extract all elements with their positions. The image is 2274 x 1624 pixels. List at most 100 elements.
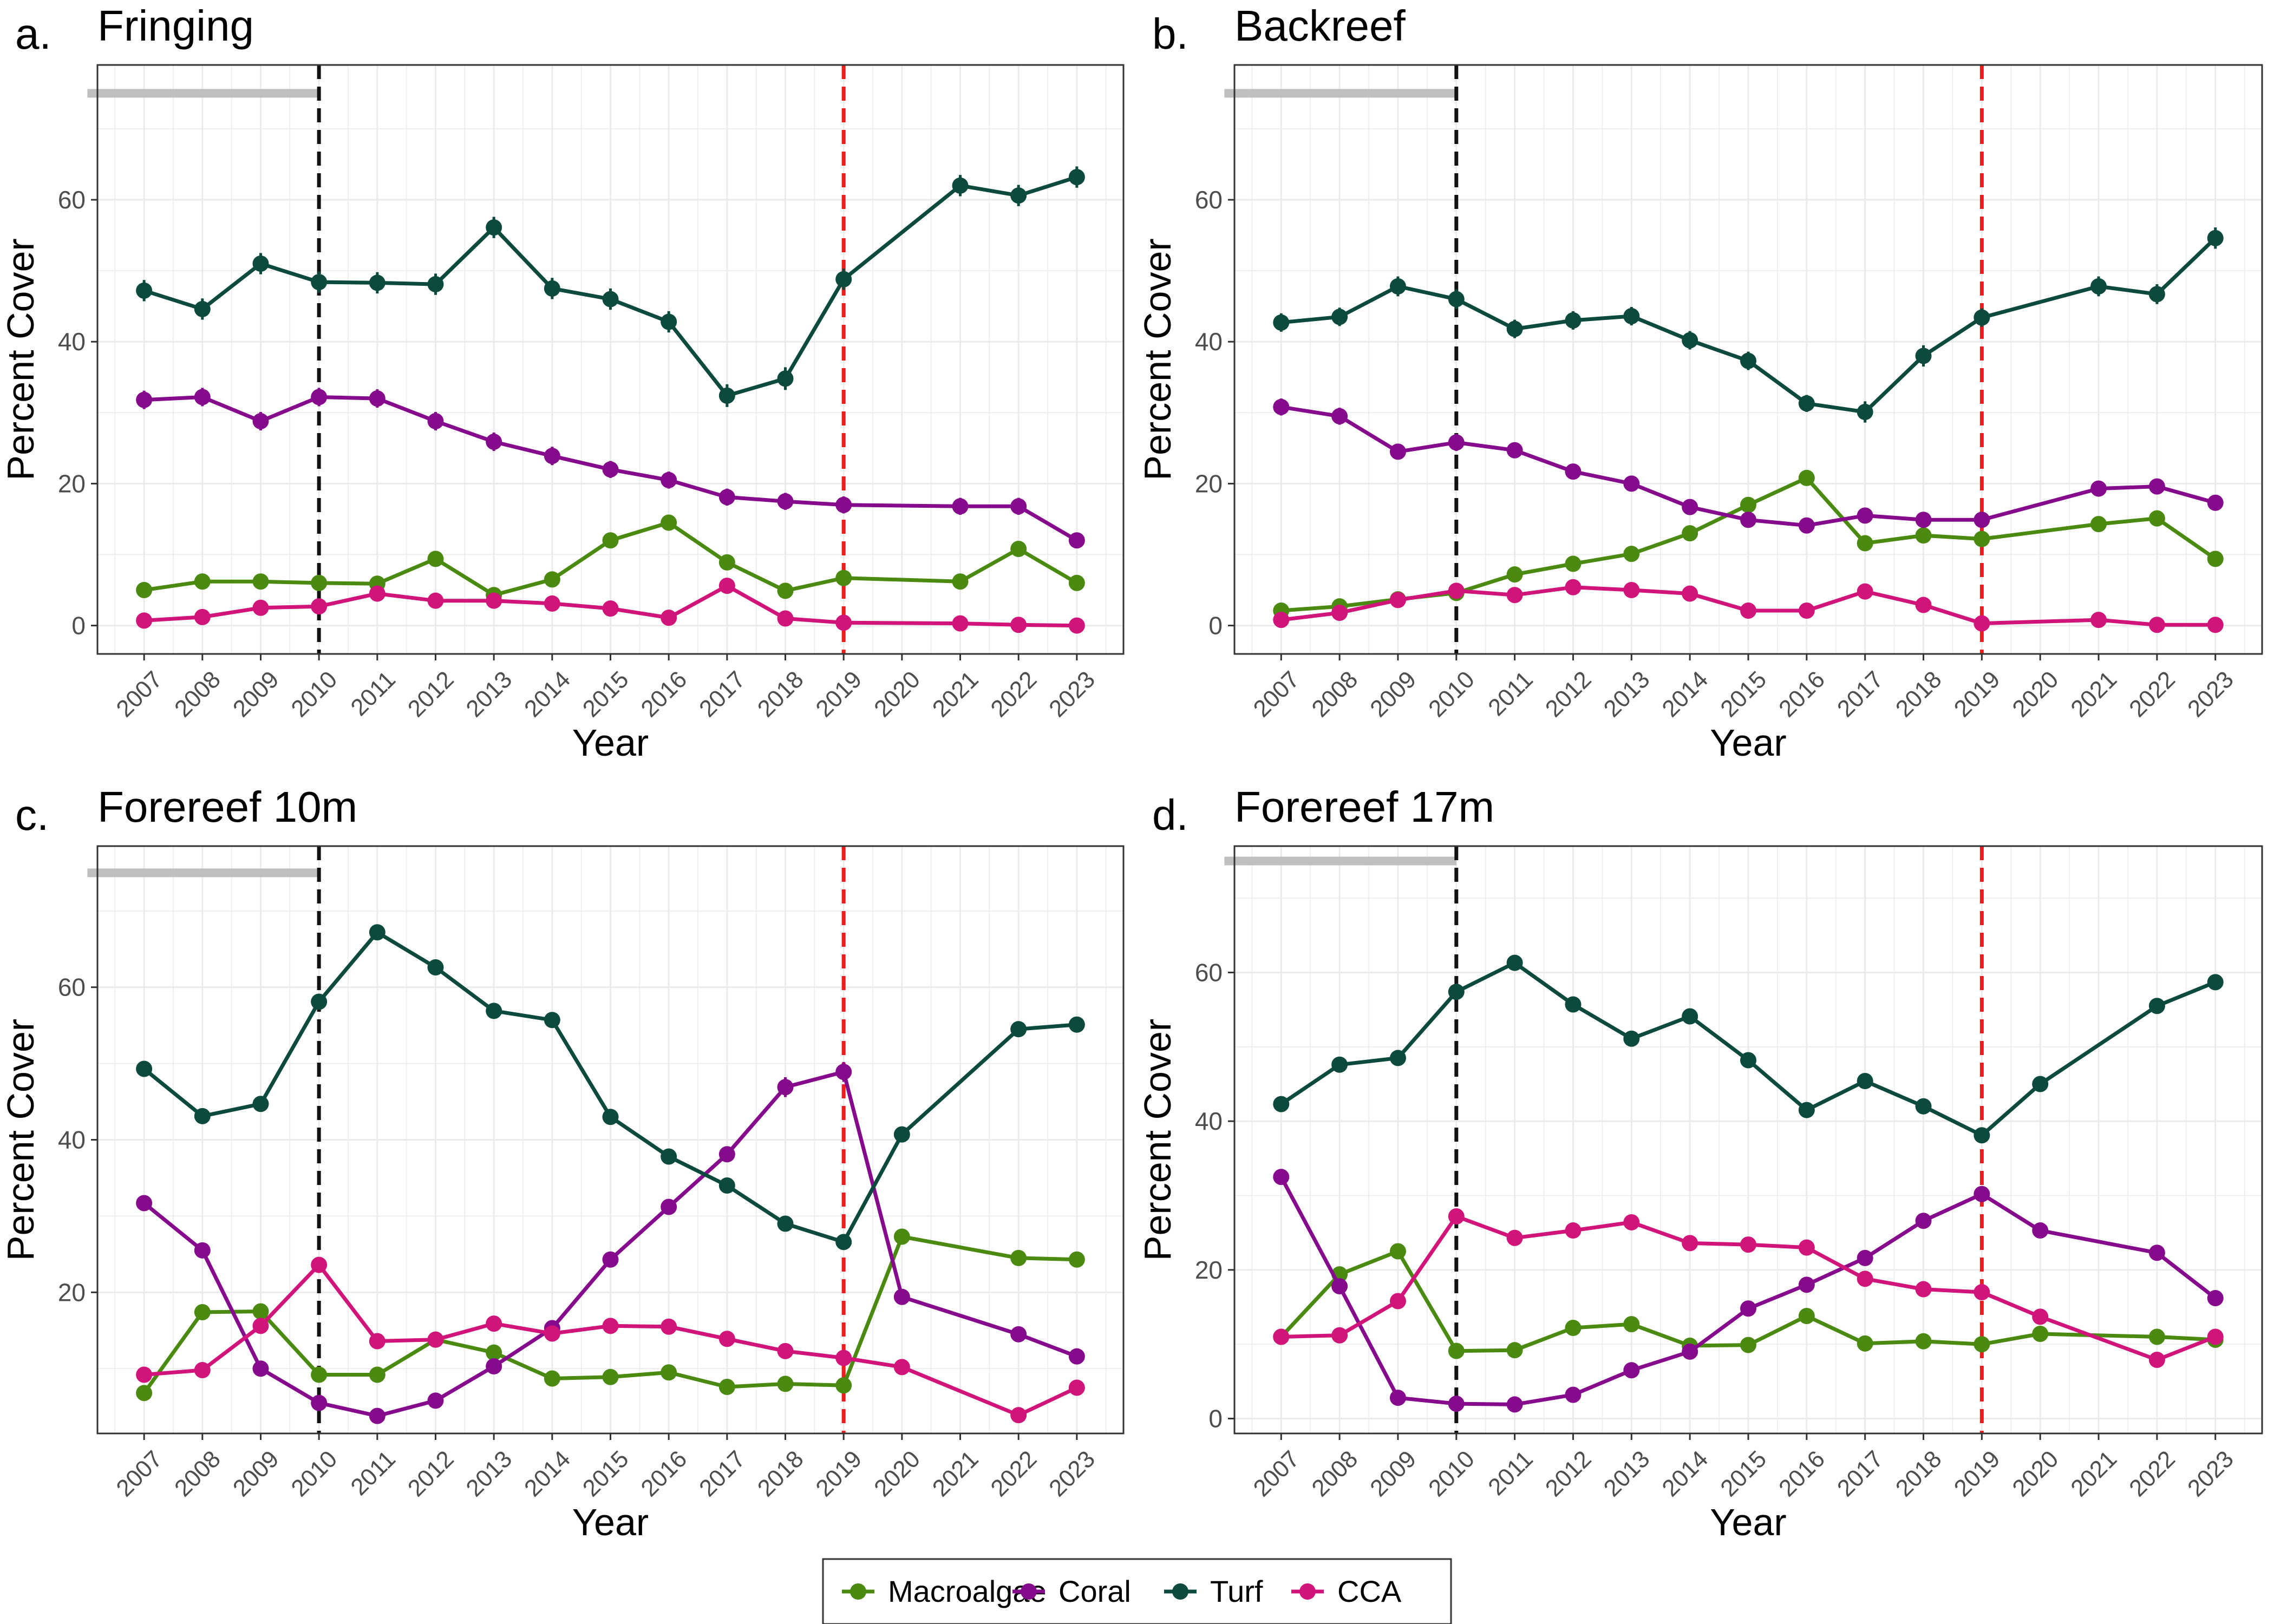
y-tick-label: 40: [58, 328, 86, 356]
series-turf: [1273, 227, 2224, 423]
data-point: [369, 1366, 385, 1383]
data-point: [2090, 612, 2107, 628]
data-point: [1798, 1308, 1815, 1324]
data-point: [1331, 1278, 1348, 1295]
data-point: [369, 585, 385, 602]
data-point: [602, 600, 619, 617]
data-point: [1273, 1096, 1290, 1112]
x-tick-label: 2020: [869, 1445, 925, 1502]
data-point: [194, 608, 211, 625]
data-point: [311, 389, 328, 405]
data-point: [311, 993, 328, 1010]
data-point: [2148, 1245, 2165, 1261]
data-point: [1010, 1249, 1027, 1266]
data-point: [252, 599, 269, 616]
data-point: [1068, 574, 1085, 591]
data-point: [1068, 1348, 1085, 1365]
x-tick-label: 2011: [1483, 666, 1538, 721]
data-point: [136, 1385, 153, 1402]
data-point: [427, 276, 444, 293]
series-coral: [1273, 398, 2224, 534]
y-tick-label: 60: [58, 186, 86, 214]
data-point: [486, 434, 502, 450]
legend-entry-turf: Turf: [1164, 1574, 1263, 1608]
y-tick-label: 40: [1195, 1107, 1223, 1135]
x-tick-label: 2022: [2124, 1445, 2180, 1502]
data-point: [1798, 517, 1815, 534]
data-point: [952, 177, 969, 194]
series-cca: [136, 578, 1085, 634]
data-point: [2032, 1308, 2049, 1325]
data-point: [1010, 1407, 1027, 1424]
series-line: [1280, 237, 2217, 414]
series-line: [143, 395, 1078, 542]
x-tick-label: 2012: [1540, 666, 1597, 722]
data-point: [1010, 540, 1027, 557]
data-point: [835, 614, 852, 631]
x-tick-label: 2016: [1774, 666, 1830, 722]
x-tick-label: 2007: [111, 666, 167, 722]
data-point: [661, 1199, 677, 1215]
series-turf: [1273, 954, 2224, 1144]
x-tick-label: 2010: [286, 1445, 342, 1502]
legend-entry-coral: Coral: [1012, 1574, 1131, 1608]
data-point: [718, 554, 735, 571]
y-tick-label: 60: [58, 973, 86, 1001]
data-point: [1010, 617, 1027, 633]
data-point: [1682, 525, 1698, 542]
data-point: [1915, 1281, 1932, 1298]
x-tick-label: 2008: [1306, 1445, 1363, 1502]
x-tick-label: 2013: [1599, 1445, 1655, 1502]
x-tick-label: 2015: [1715, 666, 1772, 722]
data-point: [1798, 603, 1815, 619]
data-point: [1565, 555, 1582, 572]
data-point: [1331, 1056, 1348, 1073]
data-point: [1682, 1343, 1698, 1360]
data-point: [1915, 1333, 1932, 1350]
data-point: [2148, 998, 2165, 1014]
legend-label: Coral: [1058, 1574, 1131, 1608]
data-point: [1565, 579, 1582, 595]
data-point: [1915, 527, 1932, 544]
x-axis-title: Year: [1710, 722, 1786, 764]
data-point: [1974, 512, 1990, 528]
x-axis-title: Year: [572, 722, 649, 764]
x-tick-label: 2010: [1423, 666, 1480, 722]
data-point: [952, 573, 969, 590]
data-point: [777, 1343, 794, 1359]
data-point: [486, 219, 502, 236]
data-point: [1506, 566, 1523, 583]
x-tick-label: 2011: [1483, 1445, 1538, 1501]
data-point: [2207, 551, 2224, 567]
x-tick-label: 2015: [1715, 1445, 1772, 1502]
y-tick-label: 0: [1208, 1405, 1223, 1433]
panel-letter: b.: [1152, 10, 1188, 58]
data-point: [2090, 516, 2107, 533]
x-tick-label: 2017: [694, 666, 750, 722]
data-point: [777, 1376, 794, 1392]
data-point: [1448, 1343, 1465, 1359]
data-point: [1448, 1396, 1465, 1412]
series-line: [143, 175, 1077, 398]
series-line: [143, 1263, 1078, 1417]
series-cca: [1273, 579, 2224, 633]
data-point: [194, 300, 211, 317]
x-tick-label: 2012: [1540, 1445, 1597, 1502]
x-tick-label: 2009: [1365, 666, 1421, 722]
data-point: [1623, 1214, 1640, 1230]
data-point: [661, 472, 677, 488]
x-tick-label: 2015: [578, 666, 634, 722]
data-point: [1506, 1229, 1523, 1246]
data-point: [136, 1060, 153, 1077]
data-point: [194, 1304, 211, 1320]
data-point: [252, 256, 269, 272]
legend-entry-cca: CCA: [1291, 1574, 1402, 1608]
x-tick-label: 2018: [753, 1445, 809, 1502]
data-point: [1068, 617, 1085, 634]
data-point: [1010, 1326, 1027, 1343]
x-tick-label: 2023: [1044, 666, 1100, 722]
data-point: [1331, 604, 1348, 621]
x-tick-label: 2009: [228, 1445, 284, 1502]
data-point: [2148, 478, 2165, 495]
data-point: [2148, 286, 2165, 303]
